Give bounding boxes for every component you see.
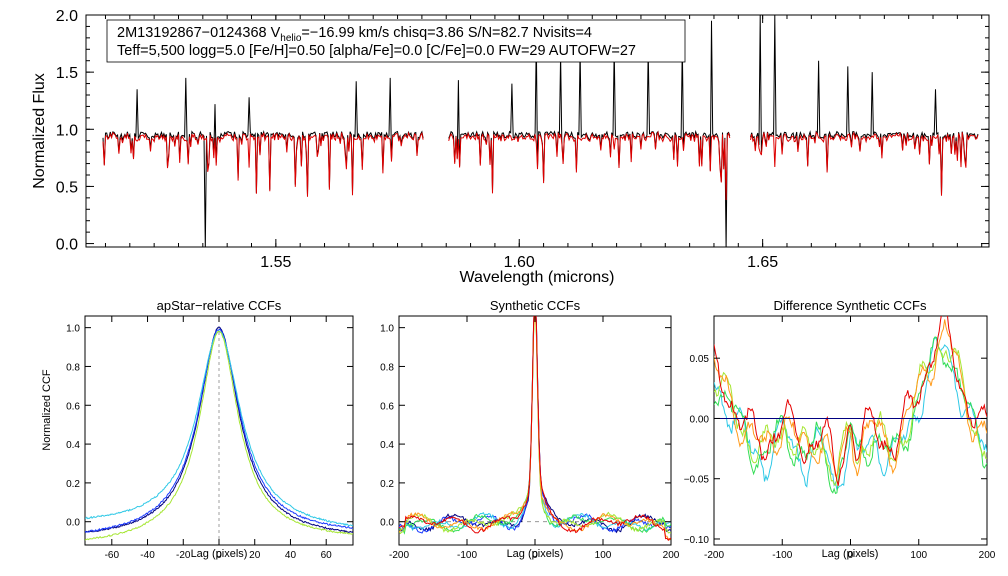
synthetic-x-tick-label: 200 xyxy=(663,550,680,561)
spectrum-observed-line xyxy=(448,20,731,247)
difference-ccf-line xyxy=(714,316,987,486)
apstar-x-label: Lag (pixels) xyxy=(191,548,248,560)
difference-y-tick-label: −0.10 xyxy=(684,535,710,546)
apstar-ccf-line xyxy=(85,328,353,533)
apstar-x-tick-label: 60 xyxy=(321,550,333,561)
spectrum-y-label: Normalized Flux xyxy=(31,73,48,189)
difference-ccf-line xyxy=(714,319,987,477)
apstar-x-tick-label: -40 xyxy=(140,550,155,561)
apstar-ccf-line xyxy=(85,330,353,541)
spectrum-axes: 1.55 1.60 1.65 0.0 0.5 1.0 1.5 2.0 xyxy=(56,8,989,271)
difference-x-tick-label: -200 xyxy=(704,550,724,561)
apstar-y-tick-label: 0.8 xyxy=(66,362,80,373)
synthetic-axes: -200 -100 0 100 200 0.0 0.2 0.4 0.6 0.8 1.0 xyxy=(380,316,680,561)
apstar-y-tick-label: 1.0 xyxy=(66,324,80,335)
synthetic-ccf-line xyxy=(399,316,671,534)
apstar-x-tick-label: 20 xyxy=(249,550,261,561)
spectrum-plot-area xyxy=(102,15,979,247)
spectrum-model-line xyxy=(448,130,731,201)
apstar-x-tick-label: 0 xyxy=(216,550,222,561)
difference-title: Difference Synthetic CCFs xyxy=(774,298,927,313)
difference-ccf-line xyxy=(714,336,987,495)
apstar-ccf-line xyxy=(85,326,353,534)
synthetic-ccf-panel: -200 -100 0 100 200 0.0 0.2 0.4 0.6 0.8 1.0 Synthe… xyxy=(380,298,680,561)
difference-y-tick-label: −0.05 xyxy=(684,475,710,486)
synthetic-ccf-line xyxy=(399,316,671,535)
synthetic-y-tick-label: 0.6 xyxy=(380,401,394,412)
synthetic-series xyxy=(399,316,671,541)
synthetic-ccf-line xyxy=(399,316,671,534)
apstar-series xyxy=(85,326,353,545)
synthetic-y-tick-label: 0.8 xyxy=(380,362,394,373)
spectrum-observed-line xyxy=(102,77,424,247)
spectrum-y-tick-label: 0.5 xyxy=(56,179,78,196)
synthetic-x-tick-label: 100 xyxy=(595,550,612,561)
apstar-y-label: Normalized CCF xyxy=(41,369,53,451)
synthetic-y-tick-label: 0.4 xyxy=(380,440,394,451)
difference-x-tick-label: 200 xyxy=(979,550,996,561)
difference-x-label: Lag (pixels) xyxy=(822,548,879,560)
synthetic-title: Synthetic CCFs xyxy=(490,298,581,313)
difference-ccf-line xyxy=(714,347,987,486)
synthetic-y-tick-label: 1.0 xyxy=(380,324,394,335)
difference-y-tick-label: 0.05 xyxy=(690,354,710,365)
difference-x-tick-label: 100 xyxy=(910,550,927,561)
legend-box xyxy=(106,19,686,63)
difference-plot-area xyxy=(714,316,987,495)
synthetic-ccf-line xyxy=(399,316,671,535)
synthetic-ccf-line xyxy=(399,316,671,541)
spectrum-x-tick-label: 1.65 xyxy=(747,254,778,271)
spectrum-y-tick-label: 1.0 xyxy=(56,122,78,139)
synthetic-x-tick-label: -200 xyxy=(389,550,409,561)
synthetic-y-tick-label: 0.0 xyxy=(380,518,394,529)
difference-series xyxy=(714,316,987,495)
difference-ccf-line xyxy=(714,336,987,491)
spectrum-x-tick-label: 1.60 xyxy=(504,254,535,271)
synthetic-ccf-line xyxy=(399,316,671,532)
synthetic-y-tick-label: 0.2 xyxy=(380,479,394,490)
apstar-y-tick-label: 0.6 xyxy=(66,401,80,412)
synthetic-x-tick-label: -100 xyxy=(457,550,477,561)
spectrum-frame xyxy=(85,14,990,248)
apstar-ccf-line xyxy=(85,330,353,527)
spectrum-observed-line xyxy=(750,15,979,195)
legend-line-1: 2M13192867−0124368 Vhelio=−16.99 km/s ch… xyxy=(117,25,592,44)
difference-y-tick-label: 0.00 xyxy=(690,414,710,425)
apstar-y-tick-label: 0.4 xyxy=(66,440,80,451)
spectrum-series xyxy=(102,15,979,247)
apstar-title: apStar−relative CCFs xyxy=(157,298,282,313)
spectrum-x-tick-label: 1.55 xyxy=(260,254,291,271)
difference-x-tick-label: -100 xyxy=(772,550,792,561)
apstar-ccf-panel: -60 -40 -20 0 20 40 60 0.0 0.2 0.4 0.6 0.8 1.0 apSta… xyxy=(41,298,354,561)
apstar-x-tick-label: -60 xyxy=(105,550,120,561)
apstar-plot-area xyxy=(85,326,353,545)
synthetic-x-label: Lag (pixels) xyxy=(507,548,564,560)
difference-ccf-panel: -200 -100 0 100 200 −0.10 −0.05 0.00 0.05 Differ… xyxy=(684,298,996,561)
synthetic-x-tick-label: 0 xyxy=(532,550,538,561)
spectrum-panel: 1.55 1.60 1.65 0.0 0.5 1.0 1.5 2.0 2M13192867−0… xyxy=(31,8,990,286)
synthetic-plot-area xyxy=(399,316,671,541)
spectrum-y-tick-label: 2.0 xyxy=(56,8,78,25)
difference-x-tick-label: 0 xyxy=(848,550,854,561)
apstar-y-tick-label: 0.2 xyxy=(66,479,80,490)
apstar-y-tick-label: 0.0 xyxy=(66,518,80,529)
synthetic-frame xyxy=(398,315,672,546)
legend-line-2: Teff=5,500 logg=5.0 [Fe/H]=0.50 [alpha/F… xyxy=(117,43,636,59)
spectrum-model-line xyxy=(102,131,424,197)
spectrum-y-tick-label: 0.0 xyxy=(56,237,78,254)
difference-axes: -200 -100 0 100 200 −0.10 −0.05 0.00 0.05 xyxy=(684,316,996,561)
spectrum-x-label: Wavelength (microns) xyxy=(459,269,614,286)
synthetic-ccf-line xyxy=(399,316,671,541)
apstar-axes: -60 -40 -20 0 20 40 60 0.0 0.2 0.4 0.6 0.8 1.0 xyxy=(66,316,353,561)
spectrum-y-tick-label: 1.5 xyxy=(56,65,78,82)
apstar-x-tick-label: 40 xyxy=(285,550,297,561)
spectrum-model-line xyxy=(750,131,979,196)
apstar-x-tick-label: -20 xyxy=(176,550,191,561)
